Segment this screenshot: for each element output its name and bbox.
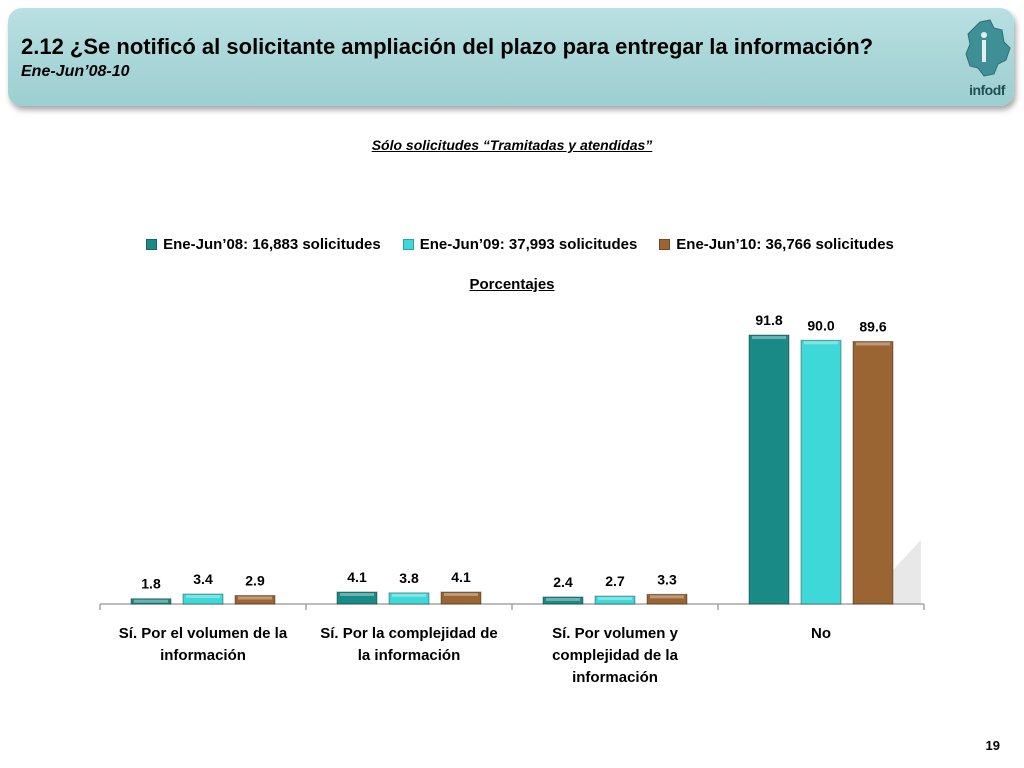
legend-swatch-0	[146, 238, 158, 250]
header-banner: 2.12 ¿Se notificó al solicitante ampliac…	[8, 8, 1014, 106]
category-label: complejidad de la	[552, 647, 679, 664]
data-label: 1.8	[141, 576, 161, 592]
bar-s0-c3	[748, 334, 790, 605]
bar-highlight	[804, 341, 838, 345]
legend-swatch-1	[402, 238, 414, 250]
data-label: 3.3	[657, 571, 677, 587]
bar-s2-c1	[440, 591, 482, 605]
category-label: la información	[358, 647, 461, 664]
bar-s0-c2	[542, 596, 584, 605]
bar-highlight	[650, 595, 684, 599]
category-label: Sí. Por la complejidad de	[320, 625, 498, 642]
page-title: 2.12 ¿Se notificó al solicitante ampliac…	[21, 34, 874, 59]
bar-highlight	[546, 597, 580, 601]
chart-legend: Ene-Jun’08: 16,883 solicitudes Ene-Jun’0…	[110, 234, 930, 254]
bar-s2-c2	[646, 593, 688, 605]
unit-label: Porcentajes	[469, 276, 555, 293]
data-label: 2.7	[605, 573, 625, 589]
data-label: 3.4	[193, 571, 213, 587]
category-label: información	[572, 669, 658, 686]
map-icon	[965, 19, 1011, 77]
bar-highlight	[752, 336, 786, 340]
bar-s0-c1	[336, 591, 378, 605]
bar-s1-c0	[182, 593, 224, 605]
bar-highlight	[238, 596, 272, 600]
bar-s1-c1	[388, 592, 430, 605]
legend-item-2: Ene-Jun’10: 36,766 solicitudes	[659, 234, 894, 254]
bar-highlight	[186, 595, 220, 599]
data-label: 89.6	[859, 318, 886, 334]
bar-highlight	[392, 593, 426, 597]
filter-note: Sólo solicitudes “Tramitadas y atendidas…	[371, 137, 653, 153]
data-label: 2.4	[553, 574, 573, 590]
data-label: 90.0	[807, 317, 834, 333]
data-label: 4.1	[451, 569, 471, 585]
category-label: Sí. Por el volumen de la	[119, 625, 288, 642]
category-label: Sí. Por volumen y	[552, 625, 679, 642]
bar-highlight	[444, 592, 478, 596]
bar-s1-c3	[800, 339, 842, 605]
logo-text: infodf	[969, 82, 1005, 98]
legend-item-0: Ene-Jun’08: 16,883 solicitudes	[146, 234, 381, 254]
legend-swatch-2	[659, 238, 671, 250]
legend-label-0: Ene-Jun’08: 16,883 solicitudes	[163, 235, 381, 253]
bar-s2-c3	[852, 340, 894, 605]
infodf-logo: infodf	[958, 16, 1014, 112]
bar-s1-c2	[594, 595, 636, 605]
legend-label-2: Ene-Jun’10: 36,766 solicitudes	[676, 235, 894, 253]
bar-highlight	[598, 597, 632, 601]
legend-item-1: Ene-Jun’09: 37,993 solicitudes	[402, 234, 638, 254]
category-label: información	[160, 647, 246, 664]
data-label: 3.8	[399, 570, 419, 586]
bar-highlight	[340, 592, 374, 596]
legend-label-1: Ene-Jun’09: 37,993 solicitudes	[419, 235, 638, 253]
page-subtitle: Ene-Jun’08-10	[21, 63, 130, 80]
bar-s0-c0	[130, 598, 172, 605]
page-number: 19	[985, 738, 1000, 753]
bar-highlight	[134, 599, 168, 603]
bar-s2-c0	[234, 595, 276, 605]
data-label: 91.8	[755, 312, 782, 328]
data-label: 2.9	[245, 573, 265, 589]
data-label: 4.1	[347, 569, 367, 585]
bar-highlight	[856, 342, 890, 346]
category-label: No	[811, 625, 831, 642]
